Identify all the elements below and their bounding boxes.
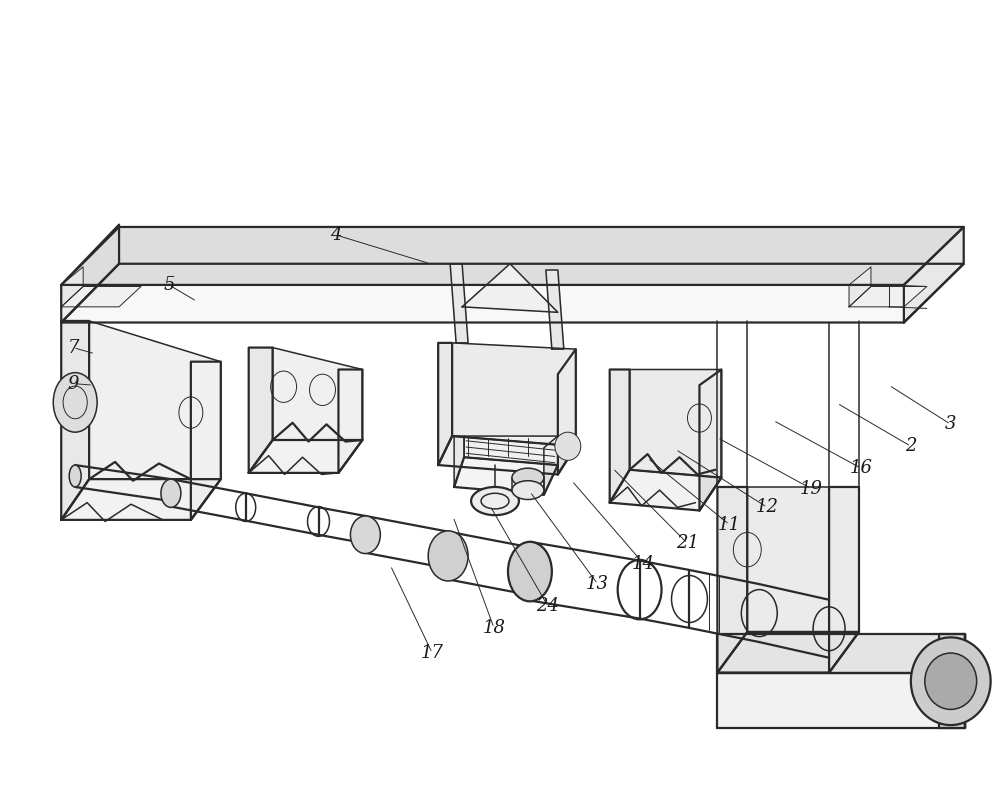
Polygon shape: [939, 634, 965, 728]
Polygon shape: [61, 264, 964, 322]
Text: 2: 2: [905, 437, 917, 455]
Ellipse shape: [161, 479, 181, 507]
Text: 16: 16: [849, 459, 872, 477]
Polygon shape: [249, 440, 362, 473]
Polygon shape: [191, 362, 221, 520]
Polygon shape: [249, 347, 273, 473]
Ellipse shape: [555, 432, 581, 461]
Text: 21: 21: [676, 534, 699, 553]
Polygon shape: [546, 270, 564, 349]
Polygon shape: [462, 264, 558, 312]
Text: 19: 19: [800, 479, 823, 498]
Polygon shape: [452, 343, 576, 446]
Ellipse shape: [925, 653, 977, 710]
Ellipse shape: [911, 637, 991, 725]
Ellipse shape: [53, 373, 97, 432]
Ellipse shape: [350, 516, 380, 553]
Polygon shape: [717, 632, 859, 673]
Ellipse shape: [512, 481, 544, 500]
Text: 18: 18: [483, 619, 506, 637]
Polygon shape: [61, 267, 83, 307]
Text: 13: 13: [586, 575, 609, 593]
Polygon shape: [829, 487, 859, 673]
Ellipse shape: [428, 531, 468, 581]
Polygon shape: [630, 369, 721, 478]
Text: 14: 14: [632, 555, 655, 573]
Polygon shape: [464, 436, 558, 465]
Polygon shape: [61, 227, 964, 285]
Polygon shape: [273, 347, 362, 440]
Polygon shape: [450, 264, 468, 343]
Polygon shape: [610, 470, 721, 510]
Polygon shape: [61, 286, 141, 307]
Ellipse shape: [471, 487, 519, 515]
Polygon shape: [89, 321, 221, 479]
Polygon shape: [747, 487, 859, 632]
Polygon shape: [61, 321, 89, 520]
Polygon shape: [717, 673, 965, 728]
Text: 24: 24: [536, 597, 559, 615]
Polygon shape: [717, 634, 965, 673]
Polygon shape: [454, 457, 558, 495]
Polygon shape: [61, 225, 119, 322]
Polygon shape: [558, 349, 576, 475]
Polygon shape: [338, 369, 362, 473]
Text: 17: 17: [421, 644, 444, 662]
Polygon shape: [61, 479, 221, 520]
Ellipse shape: [512, 468, 544, 487]
Text: 4: 4: [330, 226, 341, 244]
Polygon shape: [454, 436, 464, 487]
Polygon shape: [717, 487, 747, 673]
Polygon shape: [544, 436, 558, 495]
Text: 7: 7: [67, 339, 79, 357]
Text: 12: 12: [756, 498, 779, 516]
Text: 3: 3: [945, 415, 956, 433]
Polygon shape: [438, 343, 452, 465]
Ellipse shape: [508, 542, 552, 601]
Polygon shape: [610, 369, 630, 503]
Ellipse shape: [69, 465, 81, 487]
Text: 9: 9: [67, 375, 79, 392]
Polygon shape: [699, 369, 721, 510]
Polygon shape: [849, 267, 871, 307]
Polygon shape: [849, 286, 927, 307]
Polygon shape: [438, 436, 576, 475]
Polygon shape: [904, 227, 964, 322]
Text: 5: 5: [163, 276, 175, 294]
Text: 11: 11: [718, 516, 741, 534]
